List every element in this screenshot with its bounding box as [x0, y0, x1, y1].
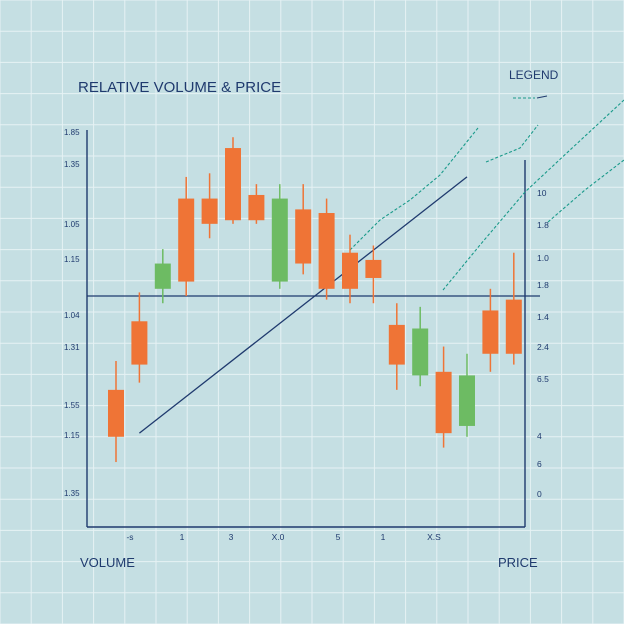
- chart-title: RELATIVE VOLUME & PRICE: [78, 79, 281, 96]
- candle-body: [482, 310, 499, 354]
- left-tick-label: 1.35: [64, 160, 80, 169]
- x-axis-label: VOLUME: [80, 555, 135, 570]
- dashed-trend-line: [547, 159, 624, 223]
- candle: [295, 184, 312, 275]
- left-tick-label: 1.55: [64, 401, 80, 410]
- candle-body: [412, 328, 429, 376]
- candle-body: [459, 375, 475, 426]
- candle-body: [225, 148, 241, 221]
- candle: [108, 360, 124, 463]
- right-tick-label: 1.8: [537, 220, 549, 230]
- candle: [318, 198, 335, 300]
- overlay-lines: [87, 99, 624, 434]
- right-tick-label: 6: [537, 459, 542, 469]
- x-tick-label: 5: [336, 532, 341, 542]
- candle: [482, 288, 499, 372]
- candle-body: [505, 299, 522, 354]
- x-tick-label: X.0: [272, 532, 285, 542]
- right-tick-label: 2.4: [537, 342, 549, 352]
- candle-body: [318, 213, 335, 289]
- axes: [86, 130, 526, 528]
- candle-body: [201, 198, 218, 224]
- right-tick-label: 10: [537, 188, 547, 198]
- candle-body: [295, 209, 312, 264]
- dashed-trend-line: [349, 127, 479, 251]
- candle: [248, 184, 265, 224]
- candle-body: [271, 198, 288, 282]
- candle-body: [342, 252, 358, 289]
- candle: [435, 346, 452, 448]
- dashed-trend-line: [442, 99, 624, 291]
- candle-body: [178, 198, 195, 282]
- candle-body: [108, 389, 124, 437]
- candle: [505, 252, 522, 365]
- candle: [131, 292, 148, 383]
- legend-label: LEGEND: [509, 68, 559, 82]
- x-tick-label: 1: [180, 532, 185, 542]
- left-tick-label: 1.31: [64, 343, 80, 352]
- trend-line: [138, 176, 468, 434]
- right-tick-label: 4: [537, 431, 542, 441]
- candle: [459, 353, 475, 437]
- dashed-trend-line: [485, 124, 539, 163]
- candles: [108, 137, 522, 463]
- candle: [178, 176, 195, 297]
- right-tick-label: 1.0: [537, 253, 549, 263]
- x-tick-label: -s: [126, 532, 133, 542]
- candle: [225, 137, 241, 224]
- candle: [365, 245, 382, 304]
- x-tick-label: 3: [229, 532, 234, 542]
- x-tick-label: 1: [381, 532, 386, 542]
- x-tick-label: X.S: [427, 532, 441, 542]
- right-axis-label: PRICE: [498, 555, 538, 570]
- right-tick-label: 6.5: [537, 374, 549, 384]
- right-tick-label: 1.8: [537, 280, 549, 290]
- right-tick-label: 1.4: [537, 312, 549, 322]
- right-tick-label: 0: [537, 489, 542, 499]
- tick-labels: 1.851.351.051.151.041.311.551.151.35101.…: [64, 128, 549, 542]
- left-tick-label: 1.05: [64, 220, 80, 229]
- candle-body: [131, 321, 148, 365]
- candle-body: [365, 259, 382, 278]
- legend-swatch: [513, 95, 548, 99]
- candle-body: [435, 371, 452, 434]
- left-tick-label: 1.15: [64, 255, 80, 264]
- candle: [388, 303, 405, 390]
- left-tick-label: 1.15: [64, 431, 80, 440]
- candle: [271, 184, 288, 289]
- candle: [201, 173, 218, 239]
- left-tick-label: 1.85: [64, 128, 80, 137]
- candle-body: [248, 194, 265, 221]
- candle-body: [154, 263, 171, 289]
- candle: [342, 234, 358, 304]
- left-tick-label: 1.04: [64, 311, 80, 320]
- left-tick-label: 1.35: [64, 489, 80, 498]
- candle: [154, 249, 171, 304]
- candle: [412, 306, 429, 387]
- candle-body: [388, 324, 405, 365]
